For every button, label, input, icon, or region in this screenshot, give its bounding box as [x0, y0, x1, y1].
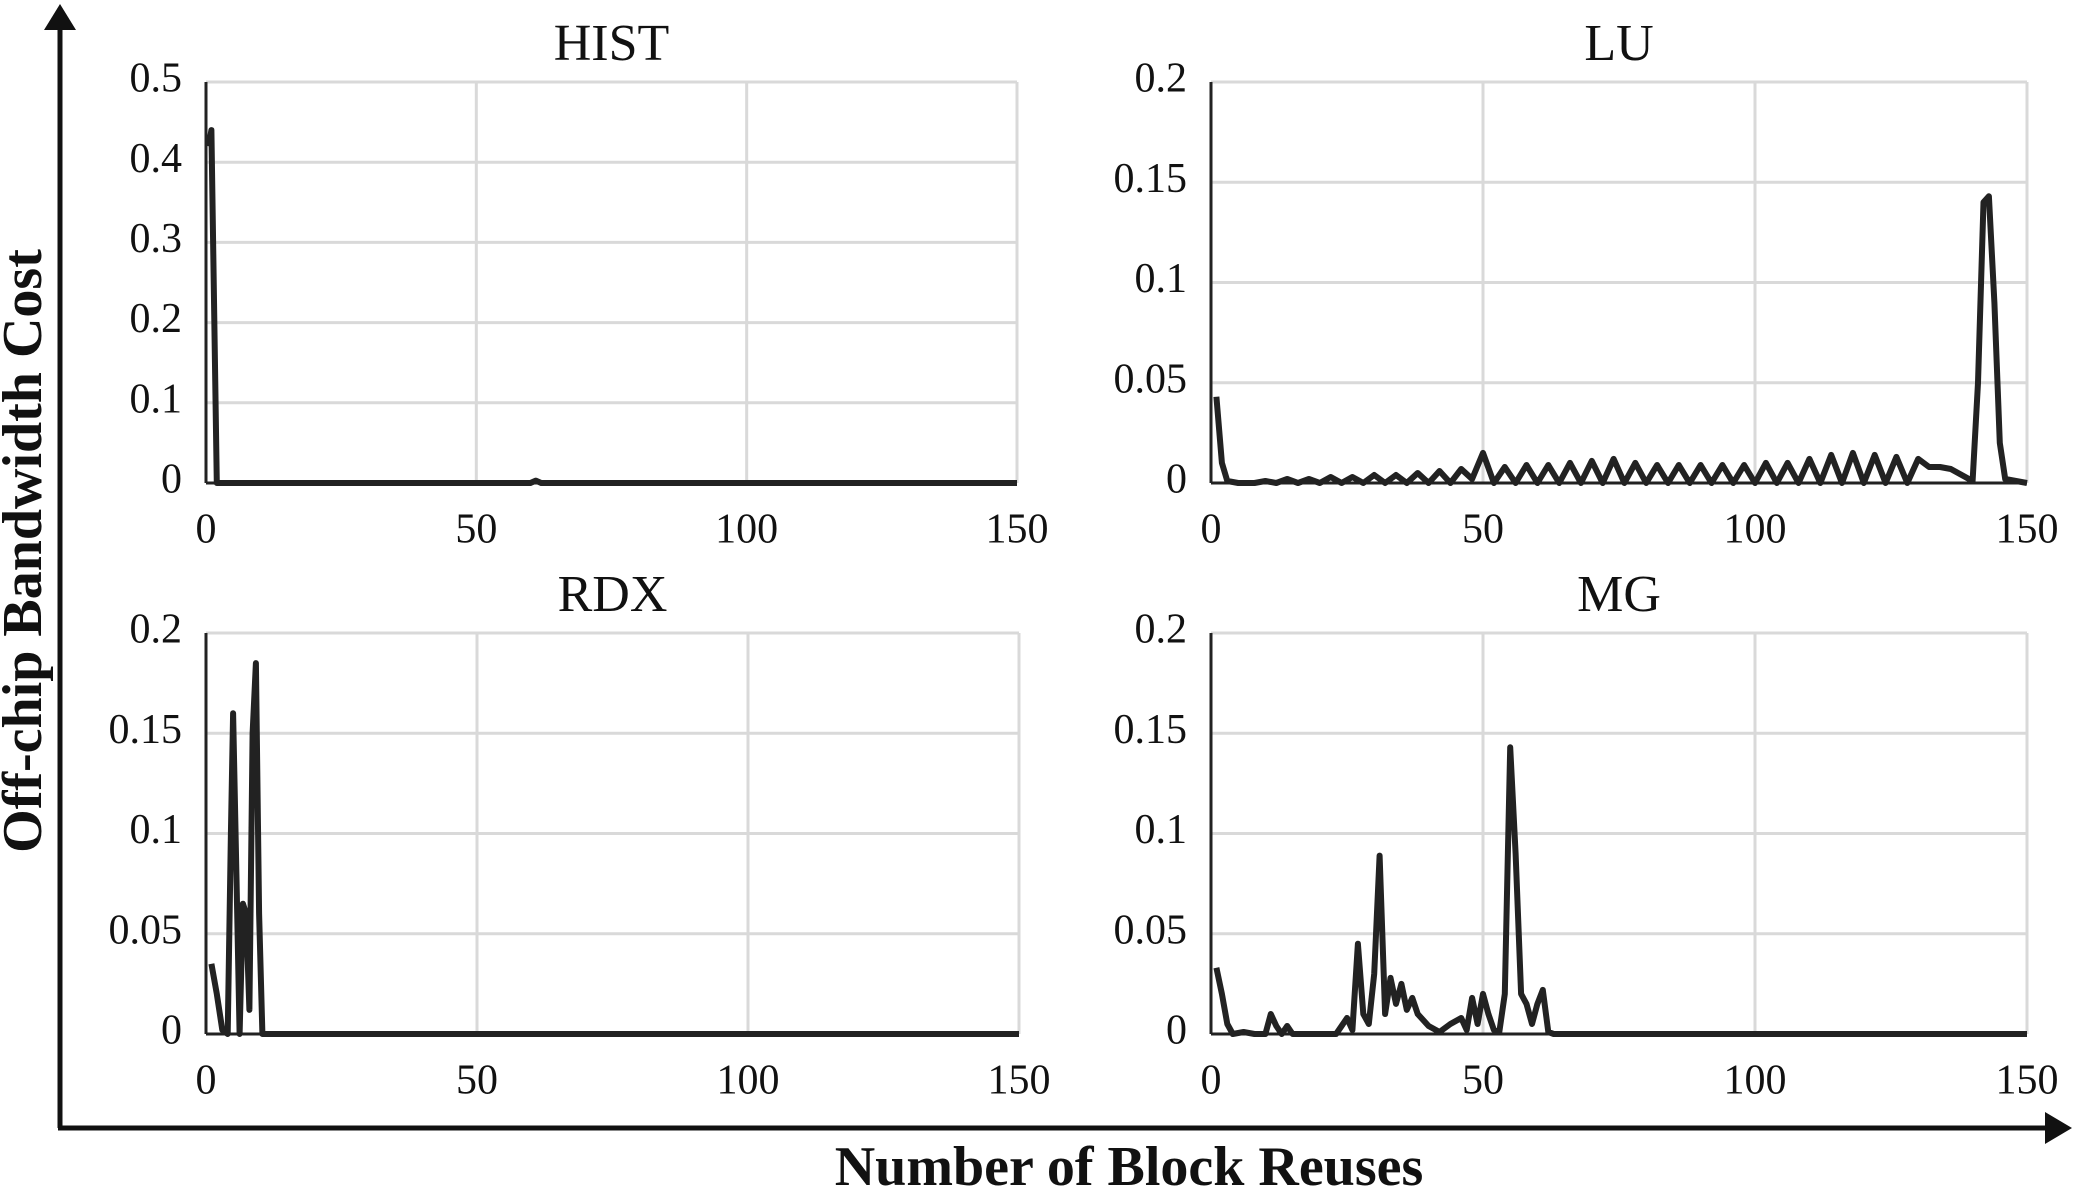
y-tick-label: 0.05 [1114, 356, 1188, 402]
x-tick-label: 50 [456, 1058, 498, 1104]
y-axis-title: Off-chip Bandwidth Cost [0, 249, 54, 853]
y-tick-label: 0 [1166, 1008, 1187, 1054]
y-tick-label: 0.05 [109, 907, 183, 953]
x-tick-label: 100 [717, 1058, 780, 1104]
y-tick-label: 0.1 [1135, 256, 1188, 302]
panel: LU 0 0.05 0.1 0.15 0.2 0 50 100 150 [1114, 15, 2059, 553]
y-tick-label: 0.15 [109, 707, 183, 753]
chart-title: LU [1584, 15, 1653, 72]
charts: HIST 0 0.1 0.2 0.3 0.4 0.5 0 50 100 150 LU 0 0.05 0.1 0… [109, 15, 2059, 1104]
x-tick-label: 50 [455, 507, 497, 553]
x-tick-label: 150 [1996, 1058, 2059, 1104]
x-tick-label: 50 [1462, 1058, 1504, 1104]
y-tick-label: 0.15 [1114, 156, 1188, 202]
x-tick-label: 100 [1724, 507, 1787, 553]
x-tick-label: 150 [986, 507, 1049, 553]
x-tick-label: 100 [715, 507, 778, 553]
y-tick-label: 0.1 [1135, 807, 1188, 853]
data-line [208, 660, 1019, 1037]
x-axis-title: Number of Block Reuses [835, 1136, 1424, 1192]
y-tick-label: 0.3 [130, 216, 183, 262]
panel: RDX 0 0.05 0.1 0.15 0.2 0 50 100 150 [109, 566, 1051, 1104]
x-arrowhead [2045, 1112, 2072, 1144]
chart-title: RDX [558, 566, 668, 623]
y-tick-label: 0.1 [130, 376, 183, 422]
x-tick-label: 0 [196, 1058, 217, 1104]
y-tick-label: 0.15 [1114, 707, 1188, 753]
y-tick-label: 0.5 [130, 56, 183, 102]
y-tick-label: 0 [1166, 457, 1187, 503]
chart-title: MG [1577, 566, 1661, 623]
y-tick-label: 0 [161, 457, 182, 503]
y-tick-label: 0 [161, 1008, 182, 1054]
y-tick-label: 0.2 [130, 607, 183, 653]
x-tick-label: 0 [1201, 1058, 1222, 1104]
y-tick-label: 0.05 [1114, 907, 1188, 953]
x-tick-label: 50 [1462, 507, 1504, 553]
y-tick-label: 0.2 [130, 296, 183, 342]
data-line [205, 127, 1017, 486]
chart-title: HIST [554, 15, 670, 72]
y-tick-label: 0.1 [130, 807, 183, 853]
x-tick-label: 150 [1996, 507, 2059, 553]
y-tick-label: 0.2 [1135, 56, 1188, 102]
x-tick-label: 0 [196, 507, 217, 553]
y-arrowhead [44, 4, 76, 30]
x-tick-label: 100 [1724, 1058, 1787, 1104]
data-line [1213, 193, 2028, 486]
x-tick-label: 0 [1201, 507, 1222, 553]
data-line [1213, 744, 2027, 1037]
x-tick-label: 150 [988, 1058, 1051, 1104]
panel: MG 0 0.05 0.1 0.15 0.2 0 50 100 150 [1114, 566, 2059, 1104]
panel: HIST 0 0.1 0.2 0.3 0.4 0.5 0 50 100 150 [130, 15, 1049, 553]
y-tick-label: 0.4 [130, 136, 183, 182]
y-tick-label: 0.2 [1135, 607, 1188, 653]
